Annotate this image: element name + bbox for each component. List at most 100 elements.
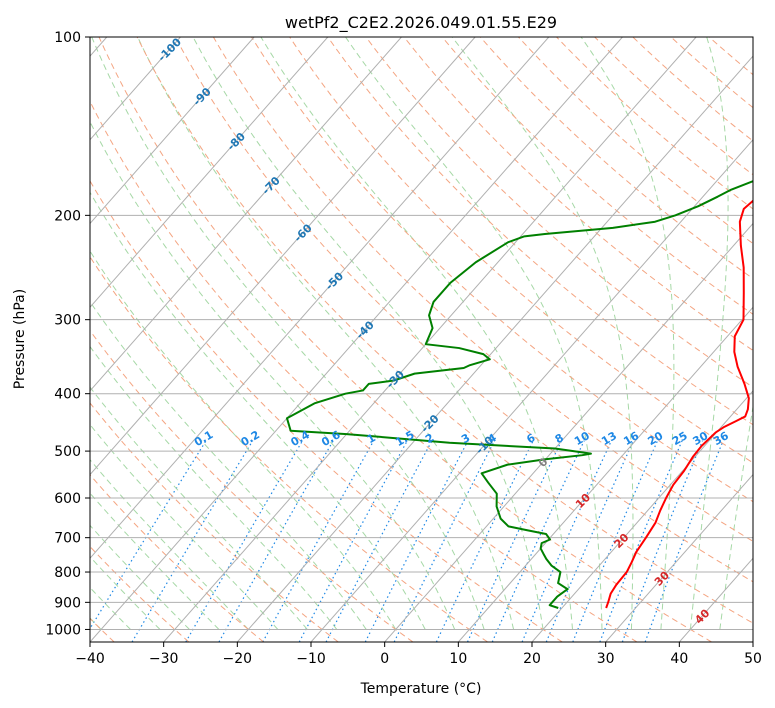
dry-adiabat <box>365 37 753 388</box>
x-tick-label: 30 <box>597 651 615 667</box>
isotherm-line <box>163 37 697 642</box>
dry-adiabat <box>327 37 753 426</box>
mixing-ratio-line <box>599 440 683 642</box>
mixing-ratio-line <box>621 440 704 642</box>
mixing-ratio-label: 0.6 <box>319 428 343 449</box>
x-tick-label: 20 <box>523 651 541 667</box>
moist-adiabat <box>90 556 161 630</box>
x-tick-label: 50 <box>744 651 762 667</box>
mixing-ratio-line <box>491 440 585 642</box>
dry-adiabat <box>90 329 414 642</box>
moist-adiabat <box>580 37 675 630</box>
dry-adiabat <box>289 37 753 464</box>
mixing-ratio-label: 0.1 <box>192 428 215 449</box>
moist-adiabat <box>90 250 397 630</box>
mixing-ratio-label: 1 <box>365 431 378 446</box>
x-axis-label: Temperature (°C) <box>360 681 482 697</box>
dry-adiabat <box>517 37 753 245</box>
moist-adiabat <box>91 37 485 630</box>
x-tick-label: −40 <box>75 651 105 667</box>
y-tick-label: 500 <box>54 444 81 460</box>
mixing-ratio-line <box>262 440 375 642</box>
isotherm-line <box>90 37 329 308</box>
y-tick-label: 300 <box>54 313 81 329</box>
mixing-ratio-line <box>325 440 433 642</box>
y-axis-label: Pressure (hPa) <box>12 289 28 389</box>
plot-frame <box>89 36 754 643</box>
moist-adiabat <box>192 37 544 630</box>
dry-adiabat <box>90 100 638 642</box>
mixing-ratio-label: 36 <box>711 429 731 448</box>
y-tick-label: 100 <box>54 30 81 46</box>
y-tick-label: 900 <box>54 595 81 611</box>
isotherm-label: -100 <box>155 35 184 64</box>
moist-adiabat <box>90 458 249 630</box>
mixing-ratio-line <box>644 440 724 642</box>
moist-adiabat <box>90 120 456 630</box>
moist-adiabat <box>90 492 220 630</box>
moist-adiabat <box>90 386 308 630</box>
isotherm-line <box>605 473 753 642</box>
moist-adiabat <box>90 617 102 630</box>
moist-adiabat <box>90 191 426 630</box>
mixing-ratio-line <box>435 440 534 642</box>
dry-adiabat <box>90 179 563 642</box>
mixing-ratio-line <box>572 440 659 642</box>
moist-adiabat <box>90 524 190 630</box>
isotherm-line <box>90 37 181 141</box>
mixing-ratio-label: 30 <box>690 429 710 448</box>
moist-adiabat <box>90 586 131 630</box>
temperature-line <box>605 199 753 609</box>
moist-adiabat <box>137 37 515 630</box>
moist-adiabats <box>90 37 753 630</box>
isotherm-line <box>90 37 623 642</box>
x-tick-label: −30 <box>149 651 179 667</box>
x-tick-label: 10 <box>449 651 467 667</box>
y-tick-label: 600 <box>54 491 81 507</box>
dry-adiabat <box>90 545 190 642</box>
mixing-ratio-line <box>364 440 469 642</box>
dry-adiabat <box>555 37 753 210</box>
dry-adiabat <box>708 37 753 76</box>
y-tick-label: 200 <box>54 208 81 224</box>
dewpoint-line <box>285 180 753 609</box>
dry-adiabat <box>90 402 339 642</box>
moist-adiabat <box>90 300 367 630</box>
mixing-ratio-line <box>131 440 254 642</box>
mixing-ratio-line <box>218 440 334 642</box>
y-tick-label: 700 <box>54 531 81 547</box>
moist-adiabat <box>689 37 729 630</box>
x-tick-label: 0 <box>380 651 389 667</box>
isotherm-line <box>310 139 753 642</box>
isotherm-line <box>90 37 550 560</box>
mixing-ratio-line <box>90 440 207 630</box>
y-tick-label: 400 <box>54 387 81 403</box>
dry-adiabat <box>136 37 753 624</box>
isotherm-line <box>531 390 753 642</box>
isobar-grid <box>90 37 753 630</box>
moist-adiabat <box>90 345 338 630</box>
sounding-series <box>285 180 753 609</box>
axes: −40 −30 −20 −10 0 10 20 30 40 50 100 200 300 400 500 60… <box>45 30 762 667</box>
x-tick-label: −20 <box>223 651 253 667</box>
dry-adiabat <box>98 37 713 642</box>
moist-adiabat <box>260 37 574 630</box>
isotherm-line <box>90 37 402 392</box>
mixing-ratio-label: 10 <box>572 429 592 448</box>
mixing-ratio-label: 1.5 <box>393 428 416 449</box>
dry-adiabat <box>632 37 753 142</box>
x-tick-label: 40 <box>670 651 688 667</box>
isotherm-line <box>752 641 753 642</box>
dry-adiabat <box>90 474 264 642</box>
skewed-isotherms <box>90 37 753 642</box>
mixing-ratio-line <box>185 440 304 642</box>
isotherm-line <box>90 37 255 225</box>
isotherm-line <box>384 222 753 642</box>
x-tick-label: −10 <box>296 651 326 667</box>
moist-adiabat <box>345 37 603 630</box>
dry-adiabat <box>403 37 753 352</box>
mixing-ratio-label: 2 <box>423 431 436 446</box>
mixing-ratio-label: 20 <box>645 429 665 448</box>
chart-title: wetPf2_C2E2.2026.049.01.55.E29 <box>285 13 557 33</box>
y-tick-label: 1000 <box>45 622 81 638</box>
